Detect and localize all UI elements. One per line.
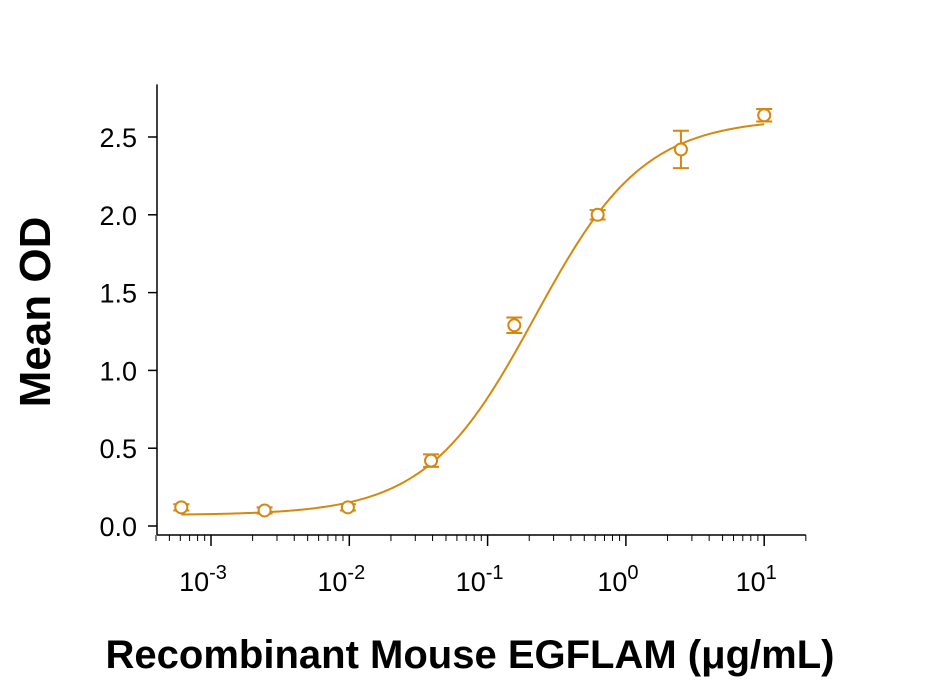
data-point <box>507 318 522 333</box>
data-point-group <box>756 107 773 123</box>
data-point-group <box>173 500 190 515</box>
data-point <box>257 503 272 518</box>
data-point-group <box>339 500 356 515</box>
x-axis-title: Recombinant Mouse EGFLAM (μg/mL) <box>106 633 835 677</box>
x-tick-label: 100 <box>597 562 638 597</box>
data-point <box>757 108 772 123</box>
data-point-group <box>423 453 440 468</box>
data-point-group <box>506 316 523 335</box>
data-point <box>424 453 439 468</box>
data-point-group <box>589 207 606 222</box>
points-layer <box>173 107 773 518</box>
data-point-group <box>256 503 273 518</box>
data-point <box>340 500 355 515</box>
y-tick-label: 1.5 <box>99 279 137 309</box>
y-tick-label: 1.0 <box>99 356 137 386</box>
data-point <box>673 142 688 157</box>
data-point <box>590 207 605 222</box>
fit-curve <box>181 123 765 516</box>
x-tick-label: 101 <box>736 562 777 597</box>
axes: 0.0 0.5 1.0 1.5 2.0 2.5 10-3 10-2 10-1 100 101 <box>99 84 807 597</box>
x-tick-label: 10-1 <box>456 562 504 597</box>
y-tick-label: 2.0 <box>99 201 137 231</box>
data-point-group <box>672 129 689 170</box>
data-point <box>174 500 189 515</box>
fit-layer <box>181 123 765 516</box>
y-tick-label: 0.0 <box>99 512 137 542</box>
x-tick-label: 10-2 <box>317 562 365 597</box>
y-axis-title: Mean OD <box>11 217 60 408</box>
y-tick-label: 0.5 <box>99 434 137 464</box>
x-tick-label: 10-3 <box>179 562 227 597</box>
y-tick-label: 2.5 <box>99 123 137 153</box>
